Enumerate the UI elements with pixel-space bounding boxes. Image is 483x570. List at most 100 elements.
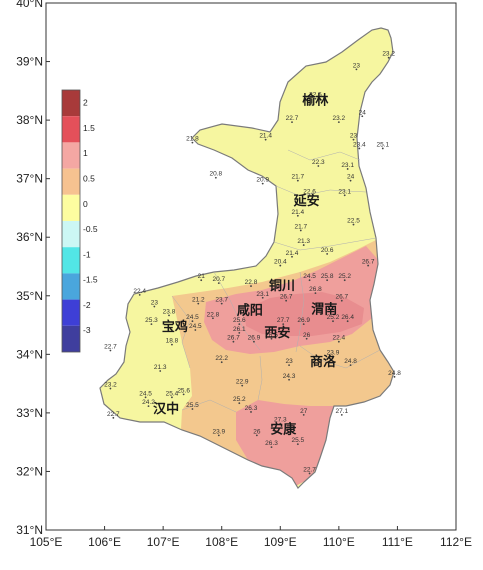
station-value: 20.7 <box>212 276 225 283</box>
station-value: 26.3 <box>245 405 258 412</box>
legend-swatch <box>62 300 80 326</box>
station-value: 26.9 <box>248 335 261 342</box>
station-value: 25.5 <box>186 402 199 409</box>
station-value: 23.2 <box>104 382 117 389</box>
lon-tick-label: 111°E <box>382 535 413 549</box>
legend-label: 2 <box>83 98 88 108</box>
legend-swatch <box>62 116 80 142</box>
legend-label: 0.5 <box>83 173 95 183</box>
station-value: 25.4 <box>166 390 179 397</box>
lat-tick-label: 32°N <box>16 464 43 478</box>
station-value: 26.7 <box>227 335 240 342</box>
station-value: 22.8 <box>245 279 258 286</box>
legend-swatch <box>62 169 80 195</box>
station-value: 23.8 <box>163 308 176 315</box>
station-value: 24.3 <box>283 373 296 380</box>
station-value: 20.8 <box>210 171 223 178</box>
station-value: 23.2 <box>333 115 346 122</box>
station-value: 24.5 <box>189 323 202 330</box>
station-value: 22.4 <box>133 288 146 295</box>
station-value: 25.8 <box>321 273 334 280</box>
city-label: 宝鸡 <box>162 319 188 335</box>
station-value: 21.2 <box>192 297 205 304</box>
station-value: 23.1 <box>256 291 269 298</box>
legend-swatch <box>62 221 80 247</box>
station-value: 27.1 <box>335 408 348 415</box>
station-value: 26.9 <box>297 317 310 324</box>
station-value: 22.9 <box>236 379 249 386</box>
station-value: 22.2 <box>215 355 228 362</box>
lat-tick-label: 39°N <box>16 55 43 69</box>
city-label: 安康 <box>270 421 297 437</box>
station-value: 27 <box>300 408 308 415</box>
station-value: 22.7 <box>107 411 120 418</box>
station-value: 26.7 <box>362 259 375 266</box>
station-value: 26.7 <box>280 294 293 301</box>
station-value: 21.4 <box>292 209 305 216</box>
station-value: 24.5 <box>139 390 152 397</box>
station-value: 23.7 <box>215 297 228 304</box>
station-value: 23.1 <box>338 188 351 195</box>
city-label: 商洛 <box>310 354 337 370</box>
station-value: 22.3 <box>312 159 325 166</box>
lat-tick-label: 38°N <box>16 113 43 127</box>
legend-swatch <box>62 273 80 299</box>
station-value: 21.3 <box>297 238 310 245</box>
station-value: 23.1 <box>341 162 354 169</box>
station-value: 25.2 <box>338 273 351 280</box>
city-label: 延安 <box>293 193 320 209</box>
lat-tick-label: 35°N <box>16 289 43 303</box>
station-value: 21.7 <box>294 223 307 230</box>
legend-label: -3 <box>83 325 91 335</box>
station-value: 20.9 <box>256 177 269 184</box>
legend-swatch <box>62 90 80 116</box>
station-value: 26 <box>303 332 311 339</box>
legend-label: 1 <box>83 148 88 158</box>
station-value: 23 <box>151 300 159 307</box>
legend-label: 0 <box>83 199 88 209</box>
city-label: 渭南 <box>311 301 337 317</box>
city-label: 汉中 <box>153 401 179 417</box>
station-value: 23.9 <box>212 428 225 435</box>
lon-tick-label: 112°E <box>440 535 472 549</box>
station-value: 22.5 <box>347 218 360 225</box>
station-value: 22.8 <box>207 311 220 318</box>
station-value: 20.6 <box>321 247 334 254</box>
station-value: 22.7 <box>104 343 117 350</box>
station-value: 25.6 <box>177 387 190 394</box>
station-value: 25.5 <box>292 437 305 444</box>
station-value: 21 <box>198 273 206 280</box>
lon-tick-label: 105°E <box>30 535 63 549</box>
lon-tick-label: 108°E <box>205 535 238 549</box>
lat-tick-label: 36°N <box>16 230 43 244</box>
station-value: 23 <box>350 133 358 140</box>
station-value: 26 <box>253 428 261 435</box>
legend-swatch <box>62 247 80 273</box>
lon-tick-label: 110°E <box>323 535 355 549</box>
city-label: 西安 <box>264 325 290 341</box>
station-value: 22.4 <box>333 335 346 342</box>
station-value: 24.5 <box>186 314 199 321</box>
station-value: 26.1 <box>233 326 246 333</box>
city-label: 榆林 <box>302 92 328 108</box>
lon-tick-label: 106°E <box>88 535 121 549</box>
legend-swatch <box>62 326 80 352</box>
lat-tick-label: 34°N <box>16 347 43 361</box>
station-value: 21.8 <box>186 136 199 143</box>
latitude-axis: 40°N 39°N 38°N 37°N 36°N 35°N 34°N 33°N 32°N 31°N <box>16 0 50 537</box>
legend-label: -1 <box>83 249 91 259</box>
legend-swatch <box>62 195 80 221</box>
station-value: 21.4 <box>286 250 299 257</box>
station-value: 24 <box>347 174 355 181</box>
station-value: 26.3 <box>265 440 278 447</box>
lat-tick-label: 40°N <box>16 0 43 10</box>
station-value: 25.1 <box>376 141 389 148</box>
station-value: 27.7 <box>277 317 290 324</box>
legend-label: -1.5 <box>83 275 98 285</box>
lat-tick-label: 37°N <box>16 172 43 186</box>
lat-tick-label: 33°N <box>16 406 43 420</box>
station-value: 20.4 <box>274 259 287 266</box>
station-value: 25.3 <box>145 317 158 324</box>
station-value: 24.8 <box>344 358 357 365</box>
